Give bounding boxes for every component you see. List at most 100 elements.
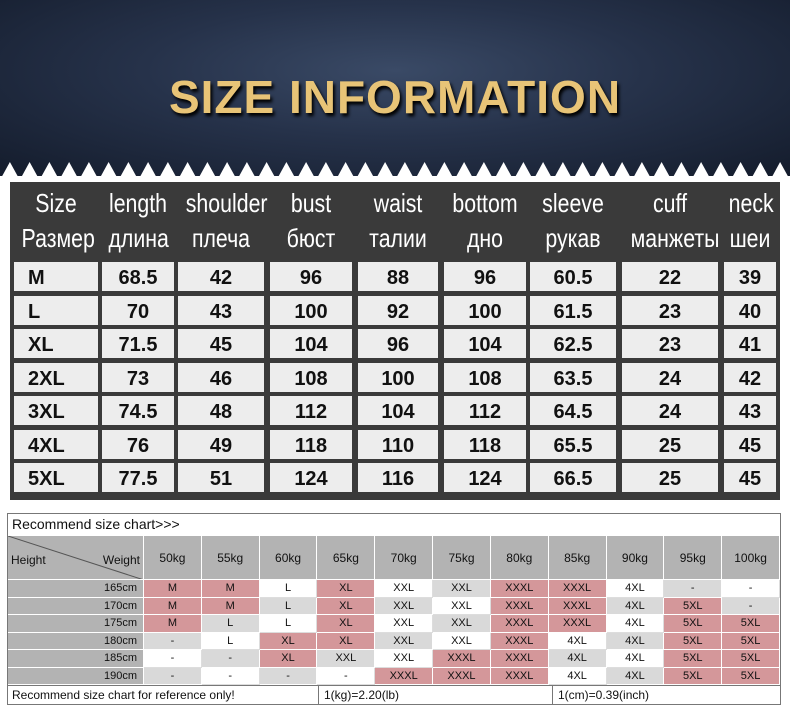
recommend-cell: XL <box>317 632 376 650</box>
header-ru: талии <box>369 223 427 253</box>
recommend-cell: XL <box>259 632 318 650</box>
recommend-cell: 5XL <box>664 667 723 685</box>
height-row-label: 170cm <box>8 597 144 615</box>
column-header: cuff манжеты <box>622 186 720 264</box>
recommend-cell: 4XL <box>606 632 665 650</box>
measurement-cell: 40 <box>724 295 776 325</box>
recommend-cell: XXL <box>433 580 491 598</box>
header-en: neck <box>728 188 774 218</box>
recommend-cell: XXXL <box>490 632 549 650</box>
recommend-cell: XXXL <box>548 615 607 633</box>
recommend-cell: XXXL <box>490 597 549 615</box>
banner: SIZE INFORMATION <box>0 0 790 190</box>
header-ru: плеча <box>191 223 251 253</box>
recommend-cell: 5XL <box>664 615 723 633</box>
measurement-cell: 22 <box>622 262 718 291</box>
corner-weight-label: Weight <box>102 553 140 567</box>
header-en: length <box>108 188 168 218</box>
measurement-cell: 65.5 <box>530 429 616 459</box>
recommend-cell: XXL <box>375 615 434 633</box>
recommend-cell: XXXL <box>490 650 549 668</box>
weight-header: 55kg <box>201 536 260 580</box>
measurement-cell: 124 <box>270 463 352 492</box>
weight-header: 85kg <box>548 536 607 580</box>
recommend-cell: 5XL <box>722 667 780 685</box>
recommend-cell: XXL <box>433 597 491 615</box>
recommend-cell: - <box>201 667 260 685</box>
size-label-cell: 4XL <box>14 429 98 459</box>
header-en: Size <box>35 188 77 218</box>
size-label-cell: 5XL <box>14 463 98 492</box>
height-row-label: 175cm <box>8 615 144 633</box>
recommend-cell: 5XL <box>722 650 780 668</box>
size-label-cell: L <box>14 295 98 325</box>
recommend-cell: M <box>144 580 202 598</box>
measurement-cell: 39 <box>724 262 776 291</box>
measurement-cell: 45 <box>724 463 776 492</box>
weight-header: 95kg <box>664 536 723 580</box>
recommend-cell: M <box>144 615 202 633</box>
recommend-cell: XXXL <box>490 667 549 685</box>
recommend-cell: - <box>259 667 318 685</box>
measurement-cell: 76 <box>102 429 174 459</box>
weight-header: 65kg <box>317 536 376 580</box>
recommend-cell: XL <box>317 597 376 615</box>
recommend-cell: 5XL <box>722 615 780 633</box>
recommend-size-chart: Recommend size chart>>> Height Weight 50kg… <box>7 513 781 705</box>
footer-separator <box>318 686 319 705</box>
header-en: bust <box>290 188 332 218</box>
measurement-cell: 116 <box>358 463 438 492</box>
footer-separator <box>552 686 553 705</box>
recommend-cell: XXL <box>433 632 491 650</box>
measurement-cell: 74.5 <box>102 396 174 425</box>
recommend-cell: XXXL <box>375 667 434 685</box>
measurement-cell: 60.5 <box>530 262 616 291</box>
measurement-cell: 104 <box>358 396 438 425</box>
measurement-cell: 73 <box>102 362 174 392</box>
recommend-cell: - <box>144 667 202 685</box>
measurement-cell: 45 <box>178 329 264 358</box>
header-en: sleeve <box>542 188 604 218</box>
recommend-cell: XXXL <box>490 580 549 598</box>
recommend-cell: M <box>144 597 202 615</box>
weight-header: 75kg <box>433 536 491 580</box>
measurement-cell: 24 <box>622 396 718 425</box>
measurement-cell: 42 <box>178 262 264 291</box>
measurement-cell: 96 <box>444 262 526 291</box>
column-header: sleeve рукав <box>530 186 616 264</box>
weight-header: 100kg <box>722 536 780 580</box>
column-header: bust бюст <box>270 186 352 264</box>
weight-header: 70kg <box>375 536 434 580</box>
header-ru: длина <box>108 223 169 253</box>
recommend-cell: - <box>144 650 202 668</box>
height-row-label: 165cm <box>8 580 144 598</box>
measurement-cell: 64.5 <box>530 396 616 425</box>
header-ru: манжеты <box>630 223 720 253</box>
height-weight-corner: Height Weight <box>8 536 144 580</box>
measurement-cell: 112 <box>444 396 526 425</box>
measurement-cell: 100 <box>270 295 352 325</box>
recommend-cell: XXL <box>375 650 434 668</box>
recommend-cell: L <box>201 615 260 633</box>
measurement-cell: 63.5 <box>530 362 616 392</box>
header-en: bottom <box>452 188 518 218</box>
measurement-cell: 46 <box>178 362 264 392</box>
size-label-cell: 2XL <box>14 362 98 392</box>
column-header: neck шеи <box>724 186 776 264</box>
measurement-cell: 42 <box>724 362 776 392</box>
recommend-cell: 4XL <box>606 667 665 685</box>
recommend-cell: - <box>722 580 780 598</box>
height-row-label: 180cm <box>8 632 144 650</box>
measurement-cell: 48 <box>178 396 264 425</box>
recommend-cell: XXL <box>375 580 434 598</box>
recommend-cell: - <box>144 632 202 650</box>
recommend-cell: XL <box>317 615 376 633</box>
recommend-cell: XL <box>317 580 376 598</box>
recommend-cell: 5XL <box>664 650 723 668</box>
measurement-cell: 118 <box>444 429 526 459</box>
header-ru: дно <box>466 223 504 253</box>
recommend-cell: L <box>259 615 318 633</box>
measurement-cell: 118 <box>270 429 352 459</box>
banner-title: SIZE INFORMATION <box>168 71 622 123</box>
recommend-cell: 4XL <box>606 597 665 615</box>
